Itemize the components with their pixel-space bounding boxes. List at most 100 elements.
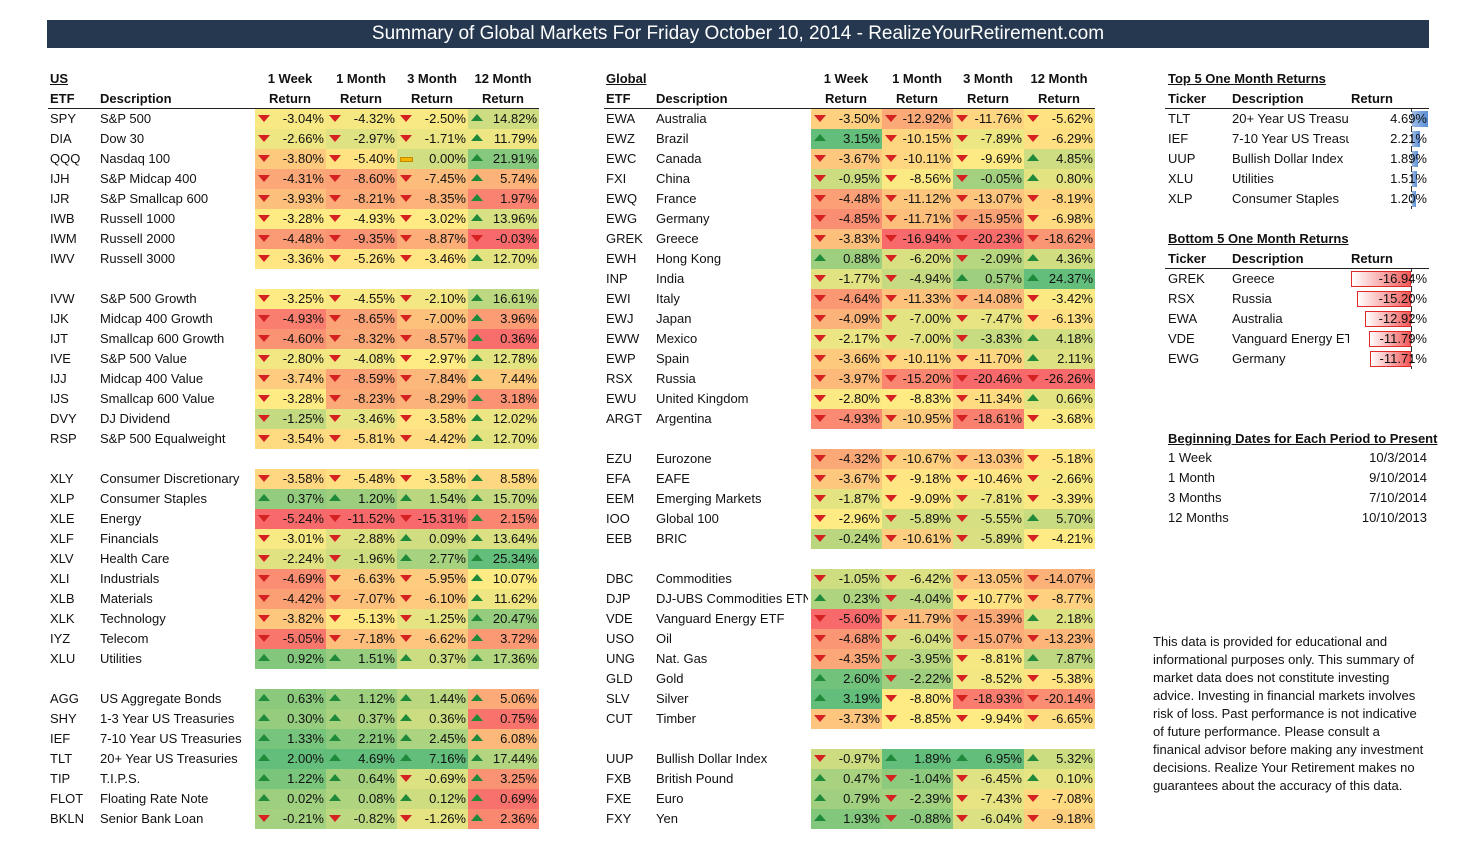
down-triangle-icon: [885, 595, 897, 602]
up-triangle-icon: [471, 754, 483, 761]
rank-return-value: -11.79%: [1379, 331, 1427, 346]
etf-ticker: EWH: [606, 251, 637, 266]
etf-description: India: [656, 271, 685, 286]
down-triangle-icon: [329, 175, 341, 182]
down-triangle-icon: [329, 155, 341, 162]
down-triangle-icon: [956, 155, 968, 162]
return-cell: 0.75%: [468, 709, 539, 729]
return-cell: 3.15%: [811, 129, 882, 149]
period-header: 12 Month: [474, 71, 532, 86]
return-cell: 0.57%: [953, 269, 1024, 289]
down-triangle-icon: [400, 175, 412, 182]
down-triangle-icon: [956, 195, 968, 202]
up-triangle-icon: [258, 694, 270, 701]
return-cell: -15.31%: [397, 509, 468, 529]
down-triangle-icon: [258, 175, 270, 182]
rank-description: Vanguard Energy ETF: [1232, 331, 1349, 346]
down-triangle-icon: [1027, 315, 1039, 322]
return-cell: -3.80%: [255, 149, 326, 169]
up-triangle-icon: [814, 774, 826, 781]
down-triangle-icon: [814, 195, 826, 202]
return-cell: -2.09%: [953, 249, 1024, 269]
return-cell: 7.87%: [1024, 649, 1095, 669]
rank-rule: [1165, 268, 1429, 269]
etf-description: Greece: [656, 231, 699, 246]
return-cell: -8.60%: [326, 169, 397, 189]
positive-return-bar: [1412, 171, 1417, 187]
return-cell: -10.61%: [882, 529, 953, 549]
down-triangle-icon: [956, 515, 968, 522]
rank-return-value: -12.92%: [1378, 311, 1427, 326]
etf-ticker: XLY: [50, 471, 74, 486]
etf-ticker: QQQ: [50, 151, 81, 166]
return-cell: 0.47%: [811, 769, 882, 789]
return-cell: -3.25%: [255, 289, 326, 309]
return-cell: -1.26%: [397, 809, 468, 829]
return-cell: 1.33%: [255, 729, 326, 749]
ticker-col-header: Ticker: [1168, 91, 1207, 106]
rank-return-value: 1.20%: [1390, 191, 1427, 206]
down-triangle-icon: [1027, 535, 1039, 542]
return-cell: -7.00%: [882, 329, 953, 349]
etf-ticker: EWJ: [606, 311, 634, 326]
etf-description: Materials: [100, 591, 153, 606]
etf-description: Spain: [656, 351, 690, 366]
down-triangle-icon: [400, 135, 412, 142]
down-triangle-icon: [885, 315, 897, 322]
down-triangle-icon: [956, 775, 968, 782]
return-cell: -2.10%: [397, 289, 468, 309]
rank-description: Russia: [1232, 291, 1272, 306]
down-triangle-icon: [329, 415, 341, 422]
up-triangle-icon: [471, 634, 483, 641]
down-triangle-icon: [885, 335, 897, 342]
return-cell: -14.07%: [1024, 569, 1095, 589]
return-cell: -2.97%: [326, 129, 397, 149]
etf-description: 20+ Year US Treasuries: [100, 751, 238, 766]
down-triangle-icon: [814, 375, 826, 382]
return-cell: 11.79%: [468, 129, 539, 149]
return-cell: -3.68%: [1024, 409, 1095, 429]
return-cell: -8.23%: [326, 389, 397, 409]
return-cell: 8.58%: [468, 469, 539, 489]
return-cell: 0.09%: [397, 529, 468, 549]
return-cell: -4.68%: [811, 629, 882, 649]
etf-ticker: ARGT: [606, 411, 643, 426]
etf-ticker: IJS: [50, 391, 69, 406]
return-cell: -11.12%: [882, 189, 953, 209]
etf-description: Industrials: [100, 571, 160, 586]
rank-ticker: UUP: [1168, 151, 1196, 166]
return-cell: -9.18%: [1024, 809, 1095, 829]
down-triangle-icon: [1027, 455, 1039, 462]
etf-ticker: IJT: [50, 331, 69, 346]
etf-description: Midcap 400 Growth: [100, 311, 213, 326]
etf-description: Dow 30: [100, 131, 145, 146]
period-label: 3 Months: [1168, 490, 1222, 505]
return-cell: -5.38%: [1024, 669, 1095, 689]
etf-ticker: XLF: [50, 531, 74, 546]
down-triangle-icon: [400, 775, 412, 782]
etf-ticker: USO: [606, 631, 635, 646]
return-cell: -2.88%: [326, 529, 397, 549]
return-cell: -1.05%: [811, 569, 882, 589]
return-header: Return: [1038, 91, 1080, 106]
return-cell: -10.67%: [882, 449, 953, 469]
return-cell: -3.01%: [255, 529, 326, 549]
down-triangle-icon: [1027, 595, 1039, 602]
up-triangle-icon: [471, 694, 483, 701]
return-cell: -10.11%: [882, 149, 953, 169]
etf-ticker: AGG: [50, 691, 79, 706]
down-triangle-icon: [329, 355, 341, 362]
etf-description: Bullish Dollar Index: [656, 751, 768, 766]
return-cell: -4.31%: [255, 169, 326, 189]
return-cell: -1.77%: [811, 269, 882, 289]
down-triangle-icon: [885, 775, 897, 782]
return-cell: -8.52%: [953, 669, 1024, 689]
down-triangle-icon: [814, 295, 826, 302]
etf-ticker: EZU: [606, 451, 632, 466]
down-triangle-icon: [814, 455, 826, 462]
down-triangle-icon: [956, 395, 968, 402]
return-cell: -6.04%: [882, 629, 953, 649]
rank-return-cell: 2.21%: [1350, 129, 1428, 149]
down-triangle-icon: [471, 235, 483, 242]
down-triangle-icon: [329, 115, 341, 122]
